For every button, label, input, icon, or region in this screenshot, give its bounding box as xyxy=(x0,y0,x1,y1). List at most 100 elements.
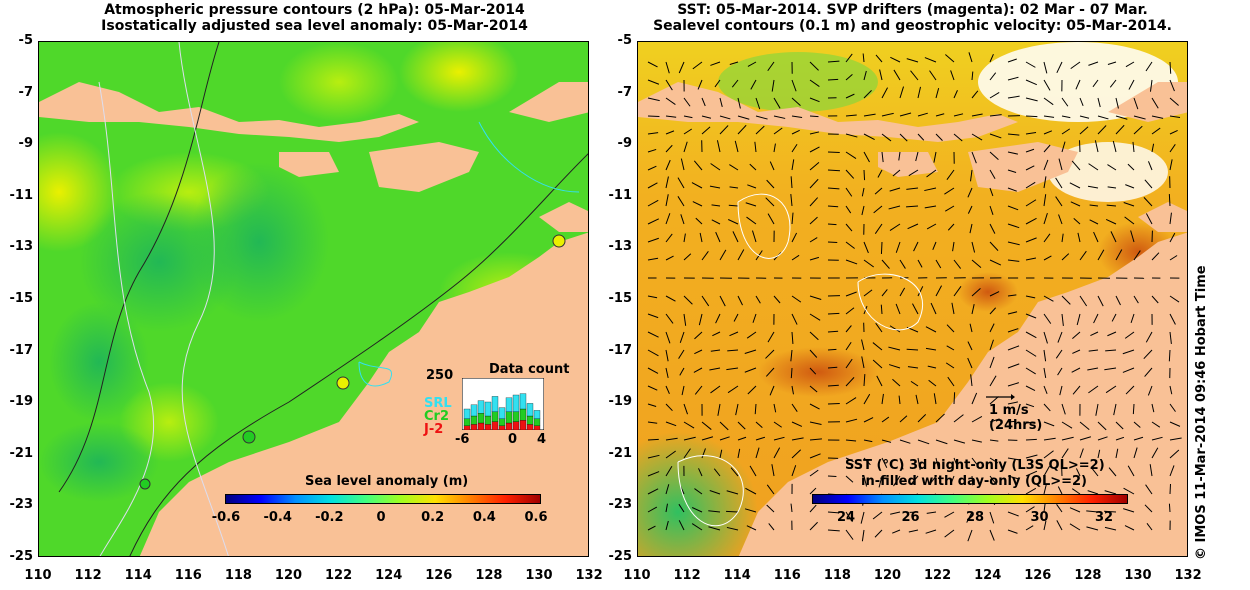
velocity-vector xyxy=(989,205,994,215)
velocity-vector xyxy=(1058,158,1063,171)
velocity-vector xyxy=(1123,487,1135,495)
velocity-vector xyxy=(880,241,883,254)
velocity-vector xyxy=(683,295,693,305)
right-y-tick: -23 xyxy=(608,497,633,513)
velocity-vector xyxy=(766,179,775,189)
velocity-vector xyxy=(692,61,703,70)
left-cbticks-label: -0.6 xyxy=(211,510,241,525)
velocity-vector xyxy=(917,112,928,117)
legend-series-srl: SRL xyxy=(424,396,452,411)
velocity-vector xyxy=(767,61,775,72)
velocity-vector xyxy=(1094,140,1099,153)
velocity-vector xyxy=(1151,436,1163,441)
inset-bar xyxy=(512,421,520,430)
velocity-vector xyxy=(1007,95,1020,99)
velocity-vector xyxy=(790,503,793,513)
velocity-vector xyxy=(791,115,803,119)
inset-bar xyxy=(519,393,527,410)
velocity-vector xyxy=(713,468,721,477)
velocity-vector xyxy=(1057,367,1063,376)
velocity-vector xyxy=(665,213,671,225)
velocity-vector xyxy=(665,349,669,362)
velocity-vector xyxy=(906,187,919,190)
velocity-vector xyxy=(1043,503,1046,513)
velocity-vector xyxy=(935,285,943,297)
velocity-vector xyxy=(647,61,658,68)
velocity-vector xyxy=(827,348,837,351)
velocity-vector xyxy=(1169,129,1178,135)
velocity-vector xyxy=(1169,295,1180,303)
velocity-vector xyxy=(872,511,883,520)
velocity-vector xyxy=(878,475,883,488)
velocity-vector xyxy=(827,366,838,369)
left-x-tick: 116 xyxy=(174,568,202,583)
velocity-vector xyxy=(927,365,937,369)
velocity-vector xyxy=(1007,311,1018,315)
velocity-vector xyxy=(773,447,781,459)
velocity-vector xyxy=(683,128,693,135)
velocity-vector xyxy=(1043,79,1051,91)
velocity-vector xyxy=(969,323,973,333)
velocity-vector xyxy=(827,529,840,532)
velocity-vector xyxy=(989,259,1002,266)
velocity-vector xyxy=(683,233,686,243)
left-cbticks-label: 0.4 xyxy=(472,510,496,525)
velocity-vector xyxy=(711,219,721,225)
velocity-vector xyxy=(895,241,901,253)
velocity-vector xyxy=(693,160,703,171)
velocity-vector xyxy=(1115,115,1128,120)
velocity-vector xyxy=(694,331,703,340)
velocity-vector xyxy=(1133,436,1144,441)
inset-xtick-0: -6 xyxy=(455,432,470,447)
velocity-vector xyxy=(719,449,723,459)
scale-arrow-period: (24hrs) xyxy=(989,418,1043,433)
velocity-vector xyxy=(1007,241,1020,246)
velocity-vector xyxy=(665,421,677,427)
velocity-vector xyxy=(1151,115,1164,119)
velocity-vector xyxy=(1149,464,1153,477)
velocity-vector xyxy=(1087,490,1099,495)
inset-title: Data count xyxy=(489,362,570,377)
inset-bar xyxy=(519,408,527,421)
velocity-vector xyxy=(1056,504,1063,513)
velocity-vector xyxy=(1043,159,1049,171)
velocity-vector xyxy=(691,507,703,513)
velocity-vector xyxy=(1151,97,1159,109)
velocity-vector xyxy=(746,331,757,339)
velocity-vector xyxy=(744,349,757,354)
velocity-vector xyxy=(951,302,955,315)
velocity-vector xyxy=(827,151,840,154)
velocity-vector xyxy=(791,421,803,427)
velocity-vector xyxy=(908,169,919,177)
velocity-vector xyxy=(989,511,995,524)
velocity-vector xyxy=(1147,385,1153,396)
velocity-vector xyxy=(791,129,800,135)
velocity-vector xyxy=(719,295,726,307)
velocity-vector xyxy=(845,259,858,265)
velocity-vector xyxy=(1025,181,1036,189)
velocity-vector xyxy=(1043,295,1054,302)
imos-credit: © IMOS 11-Mar-2014 09:46 Hobart Time xyxy=(1194,265,1209,560)
velocity-vector xyxy=(1073,217,1081,225)
velocity-vector xyxy=(1061,253,1070,261)
velocity-vector xyxy=(683,448,691,459)
velocity-vector xyxy=(1061,295,1071,305)
velocity-vector xyxy=(1061,436,1074,441)
velocity-vector xyxy=(1070,61,1081,70)
velocity-vector xyxy=(910,380,919,387)
velocity-vector xyxy=(899,133,908,142)
velocity-vector xyxy=(697,79,703,90)
velocity-vector xyxy=(989,375,997,387)
velocity-vector xyxy=(791,449,802,459)
velocity-vector xyxy=(872,342,883,351)
velocity-vector xyxy=(1088,349,1099,352)
velocity-vector xyxy=(1025,148,1035,153)
velocity-vector xyxy=(892,378,901,387)
velocity-vector xyxy=(755,97,761,110)
velocity-vector xyxy=(1043,437,1056,441)
velocity-vector xyxy=(665,79,673,91)
velocity-vector xyxy=(953,414,964,423)
velocity-vector xyxy=(892,529,901,534)
velocity-vector xyxy=(953,259,962,269)
inset-bar xyxy=(484,415,492,425)
